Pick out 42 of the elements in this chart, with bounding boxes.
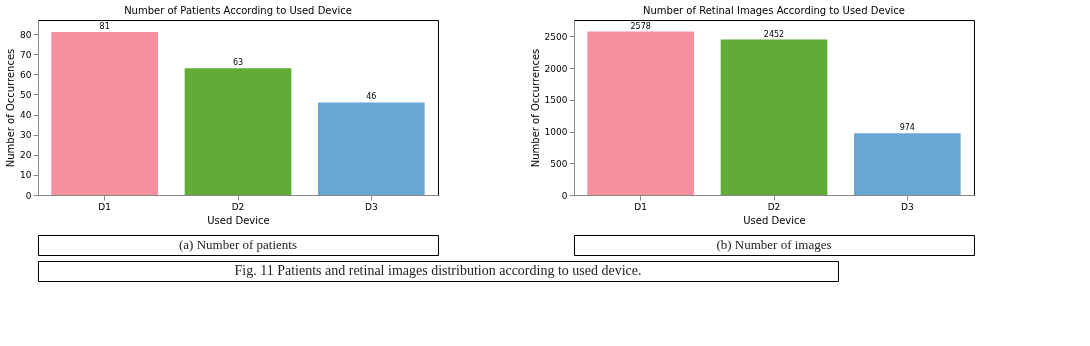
y-tick-label: 40 — [20, 110, 32, 121]
chart-title: Number of Patients According to Used Device — [124, 5, 352, 16]
bar — [51, 32, 158, 195]
y-tick-label: 500 — [550, 158, 568, 169]
y-tick-label: 70 — [20, 49, 32, 60]
bar — [184, 68, 292, 195]
y-axis-title: Number of Occurrences — [5, 48, 17, 168]
data-label: 2578 — [630, 21, 651, 31]
x-tick-label: D1 — [98, 201, 111, 212]
y-tick-label: 1000 — [544, 127, 568, 138]
bar — [720, 39, 828, 195]
y-tick-label: 50 — [20, 89, 32, 100]
data-label: 2452 — [763, 29, 785, 39]
caption: Fig. 11 Patients and retinal images distribution according to used device. — [234, 263, 642, 278]
x-tick-label: D3 — [901, 201, 914, 212]
data-label: 63 — [232, 58, 244, 68]
y-tick-label: 30 — [20, 130, 32, 141]
y-tick-label: 10 — [20, 170, 32, 181]
data-label: 974 — [899, 123, 915, 133]
y-tick-label: 2500 — [544, 31, 568, 42]
y-tick-label: 0 — [25, 190, 32, 201]
x-tick-label: D2 — [767, 201, 781, 212]
text: (a) Number of patients — [178, 237, 298, 252]
y-tick-label: 80 — [20, 29, 32, 40]
x-tick-label: D3 — [365, 201, 378, 212]
y-tick-label: 60 — [20, 69, 32, 80]
y-tick-label: 1500 — [544, 95, 568, 106]
chart-title: Number of Retinal Images According to Used Device — [643, 5, 905, 16]
x-axis-title: Used Device — [207, 214, 270, 226]
x-axis-title: Used Device — [743, 214, 806, 226]
text: (b) Number of images — [716, 237, 832, 252]
bar — [318, 102, 425, 195]
x-tick-label: D1 — [634, 201, 647, 212]
data-label: 81 — [99, 22, 110, 32]
y-tick-label: 0 — [561, 190, 568, 201]
y-tick-label: 2000 — [544, 63, 568, 74]
y-axis-title: Number of Occurrences — [529, 48, 541, 168]
y-tick-label: 20 — [20, 150, 32, 161]
bar — [587, 31, 694, 195]
bar — [854, 133, 961, 195]
x-tick-label: D2 — [231, 201, 245, 212]
data-label: 46 — [366, 92, 377, 102]
